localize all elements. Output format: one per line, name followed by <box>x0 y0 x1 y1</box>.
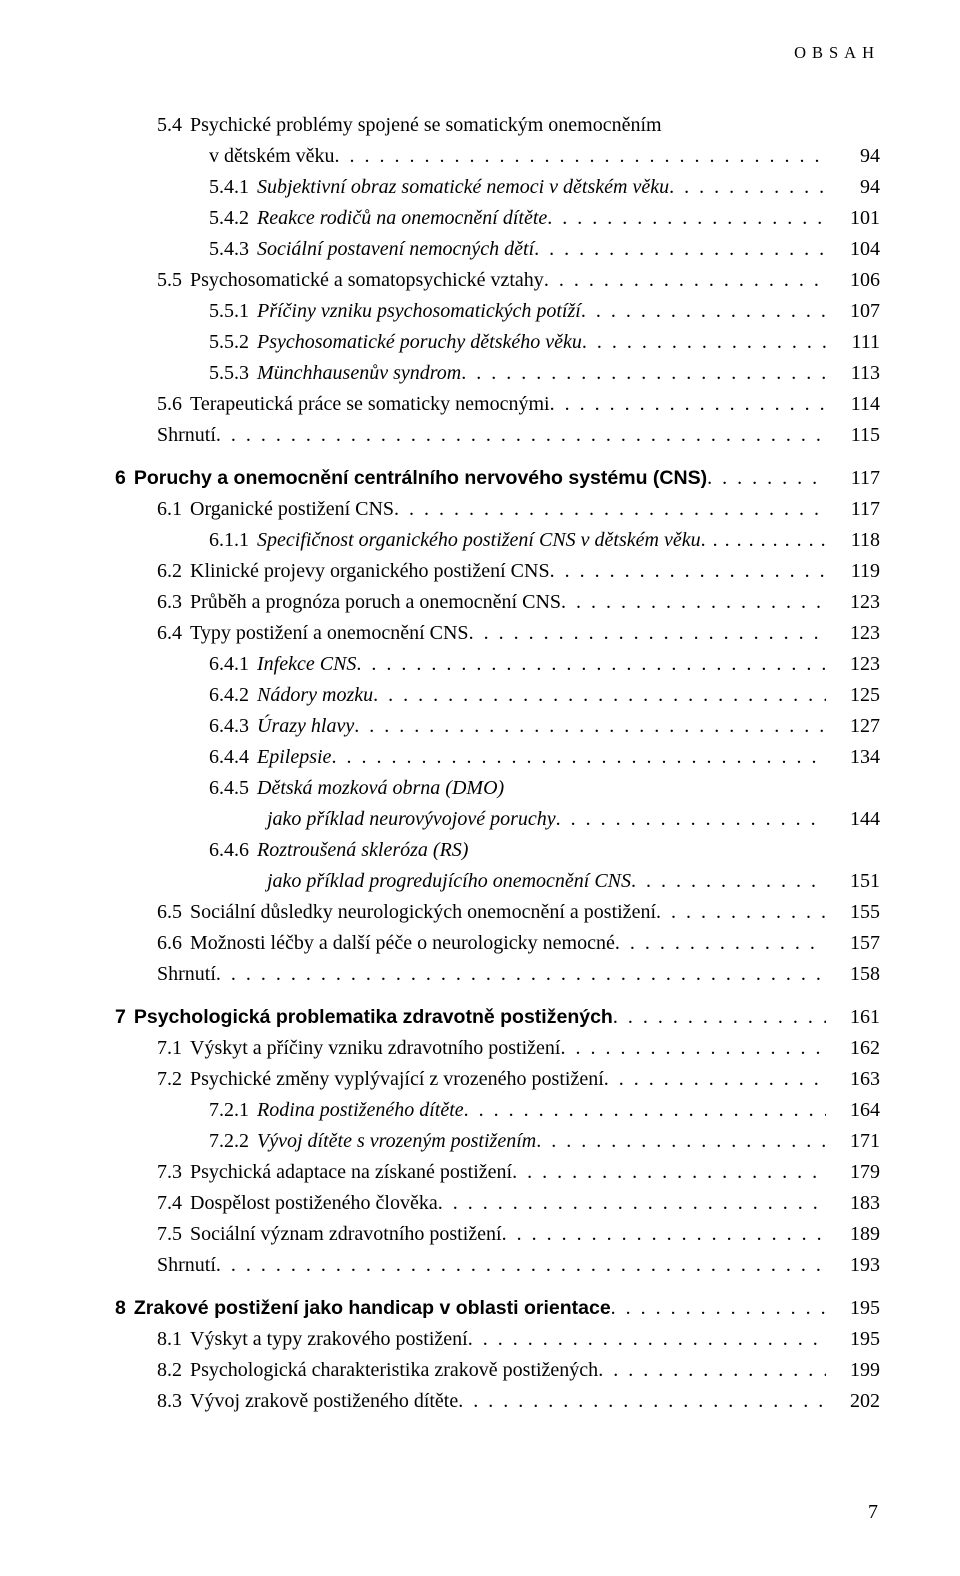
toc-entry: Shrnutí 115 <box>115 420 880 451</box>
toc-entry: 8.3Vývoj zrakově postiženého dítěte 202 <box>115 1386 880 1417</box>
toc-entry: 7.2.1Rodina postiženého dítěte 164 <box>115 1095 880 1126</box>
page-number: 7 <box>868 1497 878 1528</box>
toc-entry: 6Poruchy a onemocnění centrálního nervov… <box>115 463 880 494</box>
toc-entry: 5.4.1Subjektivní obraz somatické nemoci … <box>115 172 880 203</box>
toc-entry: 5.4.2Reakce rodičů na onemocnění dítěte … <box>115 203 880 234</box>
toc-entry: 5.5.1Příčiny vzniku psychosomatických po… <box>115 296 880 327</box>
running-head: OBSAH <box>794 40 880 66</box>
toc-entry: 8Zrakové postižení jako handicap v oblas… <box>115 1293 880 1324</box>
toc-entry: 8.1Výskyt a typy zrakového postižení 195 <box>115 1324 880 1355</box>
toc-entry: 7.1Výskyt a příčiny vzniku zdravotního p… <box>115 1033 880 1064</box>
toc-entry-cont: v dětském věku 94 <box>115 141 880 172</box>
toc-entry: 6.4.6Roztroušená skleróza (RS) <box>115 835 880 866</box>
toc-entry: 8.2Psychologická charakteristika zrakově… <box>115 1355 880 1386</box>
toc-entry: 5.5Psychosomatické a somatopsychické vzt… <box>115 265 880 296</box>
toc-entry-cont: jako příklad progredujícího onemocnění C… <box>115 866 880 897</box>
toc-entry: 7.2.2Vývoj dítěte s vrozeným postižením … <box>115 1126 880 1157</box>
toc-entry: 7.4Dospělost postiženého člověka 183 <box>115 1188 880 1219</box>
toc-entry: 6.1Organické postižení CNS 117 <box>115 494 880 525</box>
toc-content: 5.4Psychické problémy spojené se somatic… <box>115 110 880 1417</box>
toc-entry: 5.6Terapeutická práce se somaticky nemoc… <box>115 389 880 420</box>
toc-entry: 6.4.4Epilepsie 134 <box>115 742 880 773</box>
toc-entry: 7.5Sociální význam zdravotního postižení… <box>115 1219 880 1250</box>
toc-entry: 6.4.5Dětská mozková obrna (DMO) <box>115 773 880 804</box>
toc-entry-cont: jako příklad neurovývojové poruchy 144 <box>115 804 880 835</box>
toc-entry: 6.4Typy postižení a onemocnění CNS 123 <box>115 618 880 649</box>
toc-entry: 5.4Psychické problémy spojené se somatic… <box>115 110 880 141</box>
toc-entry: 5.4.3Sociální postavení nemocných dětí 1… <box>115 234 880 265</box>
toc-entry: 7Psychologická problematika zdravotně po… <box>115 1002 880 1033</box>
toc-entry: 6.4.1Infekce CNS 123 <box>115 649 880 680</box>
toc-entry: 5.5.3Münchhausenův syndrom 113 <box>115 358 880 389</box>
toc-entry: 6.2Klinické projevy organického postižen… <box>115 556 880 587</box>
toc-entry: 7.3Psychická adaptace na získané postiže… <box>115 1157 880 1188</box>
toc-entry: 5.5.2Psychosomatické poruchy dětského vě… <box>115 327 880 358</box>
toc-entry: 6.6Možnosti léčby a další péče o neurolo… <box>115 928 880 959</box>
toc-entry: Shrnutí 193 <box>115 1250 880 1281</box>
toc-entry: 6.4.3Úrazy hlavy 127 <box>115 711 880 742</box>
toc-entry: Shrnutí 158 <box>115 959 880 990</box>
toc-entry: 7.2Psychické změny vyplývající z vrozené… <box>115 1064 880 1095</box>
toc-entry: 6.5Sociální důsledky neurologických onem… <box>115 897 880 928</box>
toc-entry: 6.4.2Nádory mozku 125 <box>115 680 880 711</box>
toc-entry: 6.1.1Specifičnost organického postižení … <box>115 525 880 556</box>
toc-entry: 6.3Průběh a prognóza poruch a onemocnění… <box>115 587 880 618</box>
